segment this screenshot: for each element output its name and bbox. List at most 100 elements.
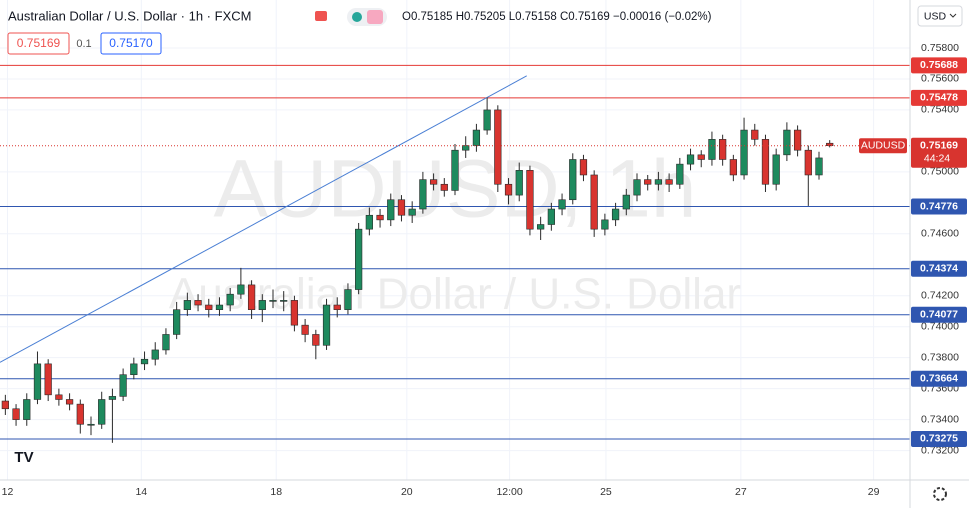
symbol-box [859,138,907,154]
candle-body [387,199,395,221]
candle-body [355,228,363,290]
candle-body [729,159,737,176]
candle-body [708,139,716,160]
candle-body [665,179,673,185]
logo: TV [14,449,33,466]
candle-body [76,403,84,425]
candle-body [183,300,191,310]
candle-body [140,358,149,365]
x-tick-label: 12:00 [496,486,522,498]
candle-body [247,284,256,310]
symbol-label: AUDUSD [861,139,906,151]
candle-body [226,293,234,306]
last-price-box [911,137,967,168]
watermark-subtitle: Australian Dollar / U.S. Dollar [169,270,741,319]
candle-body [312,334,320,346]
candle-body [654,179,663,185]
y-tick-label: 0.74600 [921,228,959,240]
candle-body [719,139,727,160]
candle-body [676,163,684,185]
candle-body [761,139,770,185]
x-tick-label: 29 [868,486,880,498]
y-tick-label: 0.75800 [921,42,959,54]
plot [0,64,910,443]
candle-body [644,179,652,185]
level-label: 0.74374 [920,263,958,275]
candle-body [87,423,95,426]
level-label-box [911,260,967,277]
candle-body [408,208,416,216]
candle-body [1,400,9,410]
level-label-box [911,370,967,387]
level-label: 0.73664 [920,373,958,385]
candle-body [205,304,213,310]
candle-body [151,349,159,360]
candle-body [33,363,42,400]
candle-body [483,109,491,131]
candle-body [322,304,331,346]
candle-body [590,174,598,230]
level-label: 0.75688 [920,59,958,71]
y-tick-label: 0.74000 [921,320,959,332]
alert-icon[interactable] [315,11,327,21]
bid-box[interactable] [7,32,70,55]
ask-box[interactable] [100,32,162,55]
candle-body [526,170,534,230]
currency-select[interactable] [917,5,963,27]
candle-body [440,183,448,191]
candle-body [515,170,523,196]
y-tick-label: 0.75400 [921,104,959,116]
countdown: 44:24 [924,152,950,164]
y-tick-label: 0.73400 [921,413,959,425]
candle-body [376,214,384,221]
candle-body [130,363,138,376]
candle-body [826,142,834,147]
candle-body [537,224,545,230]
icon-green [352,12,362,22]
candle-body [558,199,566,210]
candle-body [429,179,438,185]
candle-body [740,129,748,176]
candle-body [547,208,555,225]
candle-body [237,284,245,295]
candle-body [783,129,791,156]
candle-body [751,129,759,140]
candle-body [108,396,117,400]
icon-pink [367,10,383,24]
y-tick-label: 0.74200 [921,290,959,302]
candle-body [55,394,63,400]
candle-body [215,304,224,310]
level-label-box [911,430,967,447]
candle-body [601,219,609,230]
candle-body [23,399,31,420]
candle-body [804,149,812,176]
grid [0,0,910,480]
ask: 0.75170 [109,36,153,50]
level-label-box [911,306,967,323]
candle-body [451,149,459,191]
candle-body [290,300,299,326]
chart-title: Australian Dollar / U.S. Dollar · 1h · F… [8,8,251,23]
x-tick-label: 27 [735,486,747,498]
candle-body [44,363,52,396]
y-tick-label: 0.73200 [921,444,959,456]
legend-values: O0.75185 H0.75205 L0.75158 C0.75169 −0.0… [402,11,712,23]
candle-body [686,154,695,165]
candle-body [772,154,780,185]
candle-body [815,157,823,176]
candle-body [269,300,277,302]
candle-body [365,214,373,230]
candle-body [633,179,641,196]
candle-body [569,159,577,201]
level-label-box [911,57,967,74]
level-label: 0.74776 [920,200,958,212]
candle-body [98,399,106,425]
candle-body [579,159,588,176]
settings-icon[interactable] [933,487,947,501]
last-price-label: 0.75169 [920,139,958,151]
candle-body [462,145,470,151]
candle-body [397,199,406,216]
candle-body [494,109,502,185]
